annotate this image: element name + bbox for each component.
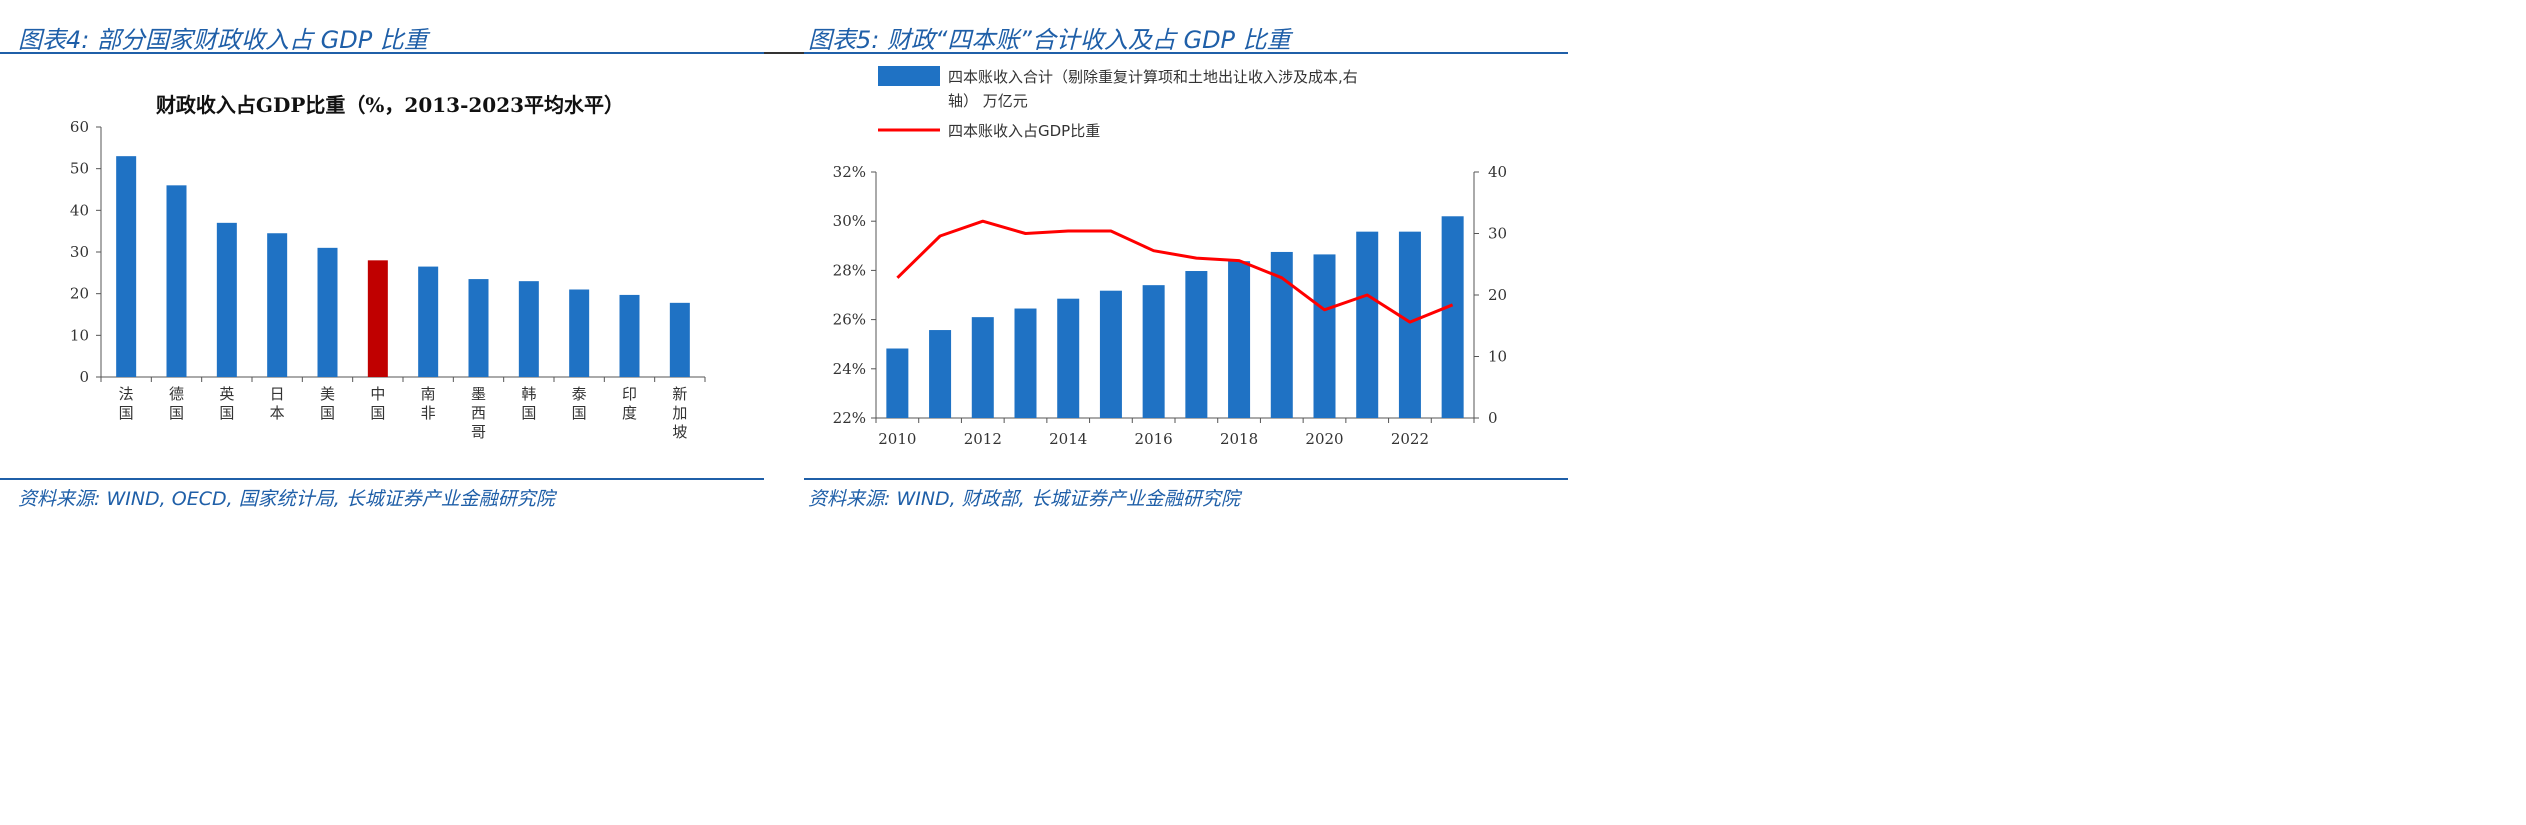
x-tick-label: 2010	[878, 430, 916, 448]
legend-bar-label: 四本账收入合计（剔除重复计算项和土地出让收入涉及成本,右 轴） 万亿元	[948, 68, 1363, 110]
bar-2010	[886, 348, 909, 418]
bar-2015	[1099, 290, 1122, 418]
right-header-rule	[804, 52, 1568, 54]
right-axis-tick-label: 10	[1488, 348, 1507, 366]
right-line-series	[896, 219, 1454, 324]
bar-2012	[971, 317, 994, 418]
bar-5	[317, 247, 338, 377]
left-y-tick-label: 10	[70, 326, 89, 344]
bar-2017	[1185, 271, 1208, 418]
right-combo-chart: 四本账收入合计（剔除重复计算项和土地出让收入涉及成本,右 轴） 万亿元 四本账收…	[833, 66, 1507, 448]
x-tick-label: 2020	[1305, 430, 1343, 448]
bar-8	[468, 279, 489, 377]
left-footer-rule	[0, 478, 764, 480]
left-y-tick-label: 0	[79, 368, 89, 386]
bar-2018	[1228, 261, 1251, 418]
category-label: 日本	[270, 385, 285, 422]
left-y-tick-label: 40	[70, 201, 89, 219]
left-axes: 0 10 20 30 40 50 60	[70, 118, 706, 386]
category-label: 英国	[219, 385, 234, 422]
category-label: 美国	[320, 385, 335, 422]
legend-bar-label-line1: 四本账收入合计（剔除重复计算项和土地出让收入涉及成本,右	[948, 68, 1358, 86]
bar-12	[669, 302, 690, 377]
bar-2013	[1014, 308, 1037, 418]
bar-2022	[1398, 231, 1421, 418]
left-y-tick-label: 30	[70, 243, 89, 261]
left-chart-title: 财政收入占GDP比重（%，2013-2023平均水平）	[156, 93, 624, 117]
x-tick-label: 2022	[1391, 430, 1429, 448]
left-y-tick-label: 20	[70, 285, 89, 303]
x-tick-label: 2012	[964, 430, 1002, 448]
left-axis-tick-label: 24%	[833, 360, 866, 378]
category-label: 中国	[370, 385, 385, 422]
category-label: 德国	[169, 385, 184, 422]
x-tick-label: 2014	[1049, 430, 1087, 448]
left-y-tick-label: 60	[70, 118, 89, 136]
category-label: 印度	[622, 385, 637, 422]
bar-11	[619, 294, 640, 377]
legend-bar-swatch	[878, 66, 940, 86]
legend-bar-label-line2: 轴） 万亿元	[948, 92, 1028, 110]
left-bars	[116, 156, 690, 377]
category-label: 墨西哥	[471, 385, 486, 441]
right-axis-tick-label: 20	[1488, 286, 1507, 304]
left-header-rule	[0, 52, 764, 54]
left-y-tick-label: 50	[70, 160, 89, 178]
bar-2023	[1441, 216, 1464, 418]
x-tick-label: 2016	[1135, 430, 1173, 448]
gdp-share-line	[896, 219, 1454, 324]
category-label: 新加坡	[672, 385, 687, 441]
bar-7	[418, 266, 439, 377]
right-axis-tick-label: 0	[1488, 409, 1498, 427]
left-bar-chart: 财政收入占GDP比重（%，2013-2023平均水平） 0 10 20 30 40 50 6…	[70, 93, 706, 441]
legend-line-label: 四本账收入占GDP比重	[948, 122, 1100, 140]
right-footer-rule	[804, 478, 1568, 480]
bar-10	[569, 289, 590, 377]
right-legend: 四本账收入合计（剔除重复计算项和土地出让收入涉及成本,右 轴） 万亿元 四本账收…	[878, 66, 1363, 140]
bar-2021	[1356, 231, 1379, 418]
left-axis-tick-label: 22%	[833, 409, 866, 427]
bar-6	[367, 260, 388, 377]
bar-1	[116, 156, 137, 377]
bar-9	[518, 281, 539, 377]
right-bars	[886, 216, 1464, 418]
bar-2020	[1313, 254, 1336, 418]
bar-3	[216, 222, 237, 377]
left-axis-tick-label: 28%	[833, 261, 866, 279]
bar-2	[166, 185, 187, 377]
category-label: 泰国	[572, 385, 587, 422]
left-panel-title: 图表4: 部分国家财政收入占 GDP 比重	[18, 26, 428, 54]
right-axis-tick-label: 30	[1488, 225, 1507, 243]
right-source-note: 资料来源: WIND, 财政部, 长城证券产业金融研究院	[808, 488, 1240, 510]
left-source-note: 资料来源: WIND, OECD, 国家统计局, 长城证券产业金融研究院	[18, 488, 555, 510]
bar-4	[267, 233, 288, 377]
bar-2014	[1057, 298, 1080, 418]
left-axis-tick-label: 32%	[833, 163, 866, 181]
left-axis-tick-label: 26%	[833, 311, 866, 329]
bar-2016	[1142, 285, 1165, 418]
header-gap-rule	[764, 52, 804, 54]
category-label: 韩国	[521, 385, 536, 422]
category-label: 法国	[119, 385, 134, 422]
x-tick-label: 2018	[1220, 430, 1258, 448]
right-panel-title: 图表5: 财政“四本账”合计收入及占 GDP 比重	[808, 26, 1291, 54]
bar-2011	[929, 330, 952, 418]
bar-2019	[1270, 251, 1293, 418]
left-axis-tick-label: 30%	[833, 212, 866, 230]
right-axis-tick-label: 40	[1488, 163, 1507, 181]
category-label: 南非	[421, 385, 436, 422]
